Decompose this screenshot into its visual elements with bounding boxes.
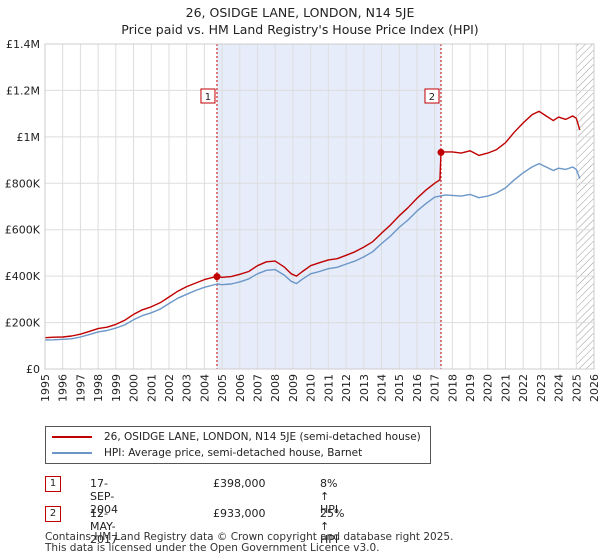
transaction-marker-box	[200, 88, 216, 104]
transaction-price: £398,000	[213, 477, 266, 490]
plot-frame	[44, 43, 595, 370]
x-tick-label: 2006	[234, 374, 247, 402]
y-tick-label: £600K	[5, 224, 41, 237]
x-tick-label: 1999	[110, 374, 123, 402]
y-tick-label: £200K	[5, 317, 41, 330]
transaction-hpi-change: 8% ↑ HPI	[320, 477, 339, 516]
x-tick-label: 2023	[535, 374, 548, 402]
x-tick-label: 2024	[553, 374, 566, 402]
forecast-hatched-region	[576, 44, 594, 369]
y-tick-label: £0	[26, 363, 40, 376]
y-tick-label: £1.2M	[6, 84, 40, 97]
x-tick-label: 2005	[216, 374, 229, 402]
transaction-marker-label: 1	[205, 92, 211, 103]
chart-subtitle: Price paid vs. HM Land Registry's House …	[121, 22, 479, 37]
transaction-date: 12-MAY-2017	[90, 507, 118, 546]
ownership-shaded-region	[216, 44, 441, 369]
x-tick-label: 2004	[198, 374, 211, 402]
legend-hpi-label: HPI: Average price, semi-detached house,…	[104, 447, 363, 459]
x-tick-label: 2014	[375, 374, 388, 402]
x-tick-label: 2019	[464, 374, 477, 402]
chart-title: 26, OSIDGE LANE, LONDON, N14 5JE	[185, 5, 415, 20]
x-tick-label: 2009	[287, 374, 300, 402]
x-tick-label: 2012	[340, 374, 353, 402]
x-tick-label: 2007	[252, 374, 265, 402]
x-tick-label: 2022	[517, 374, 530, 402]
x-tick-label: 2000	[128, 374, 141, 402]
transaction-price: £933,000	[213, 507, 266, 520]
transaction-number: 1	[45, 476, 61, 492]
y-tick-label: £400K	[5, 270, 41, 283]
transaction-date: 17-SEP-2004	[90, 477, 118, 516]
x-tick-label: 2026	[588, 374, 600, 402]
footer-license: This data is licensed under the Open Gov…	[45, 542, 380, 554]
x-tick-label: 2008	[269, 374, 282, 402]
transaction-marker-label: 2	[429, 92, 435, 103]
x-tick-label: 1996	[57, 374, 70, 402]
y-tick-label: £1.4M	[6, 38, 40, 51]
x-tick-label: 2016	[411, 374, 424, 402]
transaction-hpi-change: 25% ↑ HPI	[320, 507, 345, 546]
x-tick-label: 2018	[446, 374, 459, 402]
legend: 26, OSIDGE LANE, LONDON, N14 5JE (semi-d…	[45, 426, 431, 464]
transaction-marker-box	[424, 88, 440, 104]
property-line-swatch	[52, 436, 92, 438]
legend-item-hpi: HPI: Average price, semi-detached house,…	[52, 446, 362, 460]
y-tick-label: £1M	[17, 131, 41, 144]
legend-property-label: 26, OSIDGE LANE, LONDON, N14 5JE (semi-d…	[104, 431, 421, 443]
x-tick-label: 1995	[39, 374, 52, 402]
hpi-line-swatch	[52, 452, 92, 454]
transaction-point	[437, 148, 445, 156]
x-tick-label: 2021	[499, 374, 512, 402]
x-tick-label: 2011	[322, 374, 335, 402]
x-tick-label: 2001	[145, 374, 158, 402]
price-chart: 1 2 £0 £200K £400K £600K £800K £1M £1.2M £1.4M 199…	[5, 38, 600, 402]
x-tick-label: 2015	[393, 374, 406, 402]
x-tick-label: 2013	[358, 374, 371, 402]
hpi-series-line	[44, 162, 581, 341]
x-tick-label: 2025	[570, 374, 583, 402]
x-tick-label: 2017	[429, 374, 442, 402]
transaction-number: 2	[45, 506, 61, 522]
x-tick-label: 2020	[482, 374, 495, 402]
property-series-line	[44, 110, 581, 339]
x-tick-label: 2002	[163, 374, 176, 402]
y-tick-label: £800K	[5, 177, 41, 190]
footer-copyright: Contains HM Land Registry data © Crown c…	[45, 531, 454, 543]
legend-item-property: 26, OSIDGE LANE, LONDON, N14 5JE (semi-d…	[52, 430, 421, 444]
x-tick-label: 1997	[74, 374, 87, 402]
x-tick-label: 1998	[92, 374, 105, 402]
x-tick-label: 2010	[305, 374, 318, 402]
transaction-point	[213, 273, 221, 281]
x-tick-label: 2003	[181, 374, 194, 402]
